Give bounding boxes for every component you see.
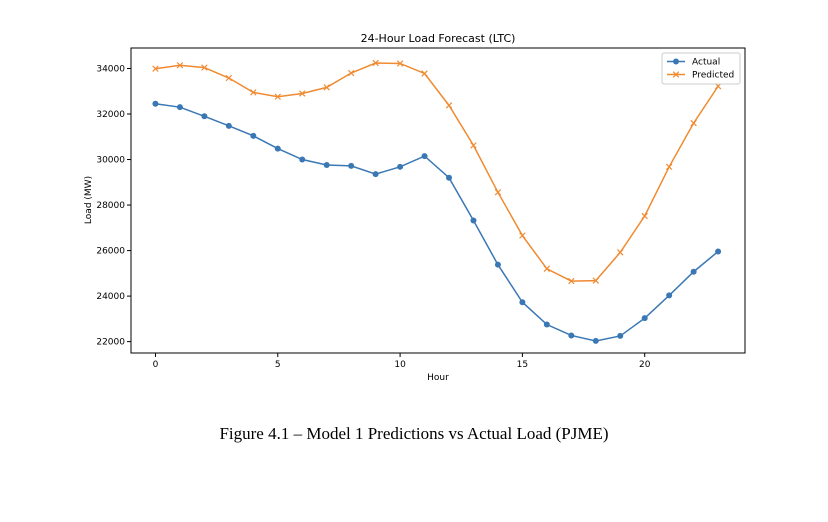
legend: Actual Predicted bbox=[661, 52, 741, 85]
data-point-predicted bbox=[690, 119, 697, 127]
data-point-actual bbox=[568, 332, 575, 339]
data-point-actual bbox=[446, 174, 453, 181]
plot-area bbox=[130, 47, 746, 354]
data-point-predicted bbox=[201, 64, 208, 71]
chart: 24-Hour Load Forecast (LTC) 0 5 10 15 20 220… bbox=[84, 32, 746, 383]
data-point-actual bbox=[543, 321, 550, 328]
y-tick-label: 30000 bbox=[96, 156, 125, 166]
x-tick-label: 15 bbox=[517, 360, 528, 370]
y-tick-label: 34000 bbox=[96, 64, 125, 74]
data-point-predicted bbox=[372, 59, 379, 67]
data-point-actual bbox=[666, 292, 673, 299]
data-point-predicted bbox=[152, 65, 159, 72]
data-point-predicted bbox=[617, 249, 624, 256]
y-tick-label: 26000 bbox=[96, 247, 125, 257]
data-point-actual bbox=[372, 171, 379, 178]
data-point-predicted bbox=[519, 232, 526, 239]
data-point-predicted bbox=[225, 74, 233, 82]
data-point-predicted bbox=[421, 70, 428, 77]
data-point-actual bbox=[617, 332, 624, 339]
y-tick-label: 32000 bbox=[96, 110, 125, 120]
x-tick-label: 10 bbox=[394, 360, 406, 370]
data-point-actual bbox=[470, 217, 477, 224]
data-point-actual bbox=[519, 299, 526, 306]
legend-label-actual: Actual bbox=[692, 58, 720, 68]
data-point-predicted bbox=[323, 84, 330, 91]
data-point-actual bbox=[592, 337, 599, 344]
data-point-actual bbox=[715, 248, 722, 255]
data-point-actual bbox=[397, 163, 404, 170]
legend-marker-actual bbox=[673, 58, 679, 65]
data-point-actual bbox=[690, 268, 697, 275]
x-tick-label: 5 bbox=[275, 360, 281, 370]
data-point-actual bbox=[176, 104, 183, 111]
data-point-actual bbox=[348, 162, 355, 169]
data-point-actual bbox=[494, 261, 501, 268]
data-point-predicted bbox=[543, 265, 551, 273]
figure-caption: Figure 4.1 – Model 1 Predictions vs Actu… bbox=[219, 424, 609, 443]
x-tick-label: 0 bbox=[153, 360, 159, 370]
data-point-actual bbox=[323, 161, 330, 168]
legend-marker-predicted bbox=[672, 71, 680, 78]
y-tick-label: 24000 bbox=[96, 292, 125, 302]
data-point-actual bbox=[225, 122, 232, 129]
series-line-predicted bbox=[155, 62, 719, 282]
data-point-predicted bbox=[568, 277, 575, 285]
data-point-predicted bbox=[641, 212, 648, 220]
y-axis: 22000 24000 26000 28000 30000 32000 34000 bbox=[96, 64, 131, 348]
data-point-predicted bbox=[176, 62, 184, 69]
data-point-predicted bbox=[470, 142, 477, 149]
data-point-actual bbox=[250, 132, 257, 139]
y-axis-label: Load (MW) bbox=[84, 176, 94, 224]
y-tick-label: 22000 bbox=[96, 338, 125, 348]
data-point-predicted bbox=[445, 102, 453, 109]
data-point-predicted bbox=[592, 277, 600, 284]
data-point-actual bbox=[421, 153, 428, 160]
y-tick-label: 28000 bbox=[96, 201, 125, 211]
data-point-actual bbox=[299, 156, 306, 163]
data-point-predicted bbox=[665, 163, 673, 171]
data-point-predicted bbox=[494, 189, 502, 196]
data-point-predicted bbox=[274, 93, 281, 100]
series-line-actual bbox=[155, 103, 719, 342]
data-point-predicted bbox=[347, 69, 355, 77]
x-axis: 0 5 10 15 20 bbox=[153, 353, 651, 370]
series-layer bbox=[152, 59, 722, 344]
data-point-actual bbox=[641, 315, 648, 322]
data-point-predicted bbox=[396, 60, 404, 67]
data-point-actual bbox=[152, 100, 159, 107]
data-point-actual bbox=[274, 145, 281, 152]
legend-label-predicted: Predicted bbox=[692, 71, 734, 81]
data-point-predicted bbox=[299, 90, 306, 97]
x-tick-label: 20 bbox=[639, 360, 651, 370]
x-axis-label: Hour bbox=[427, 373, 449, 383]
data-point-predicted bbox=[250, 89, 257, 96]
chart-title: 24-Hour Load Forecast (LTC) bbox=[361, 32, 516, 45]
data-point-actual bbox=[201, 113, 208, 120]
